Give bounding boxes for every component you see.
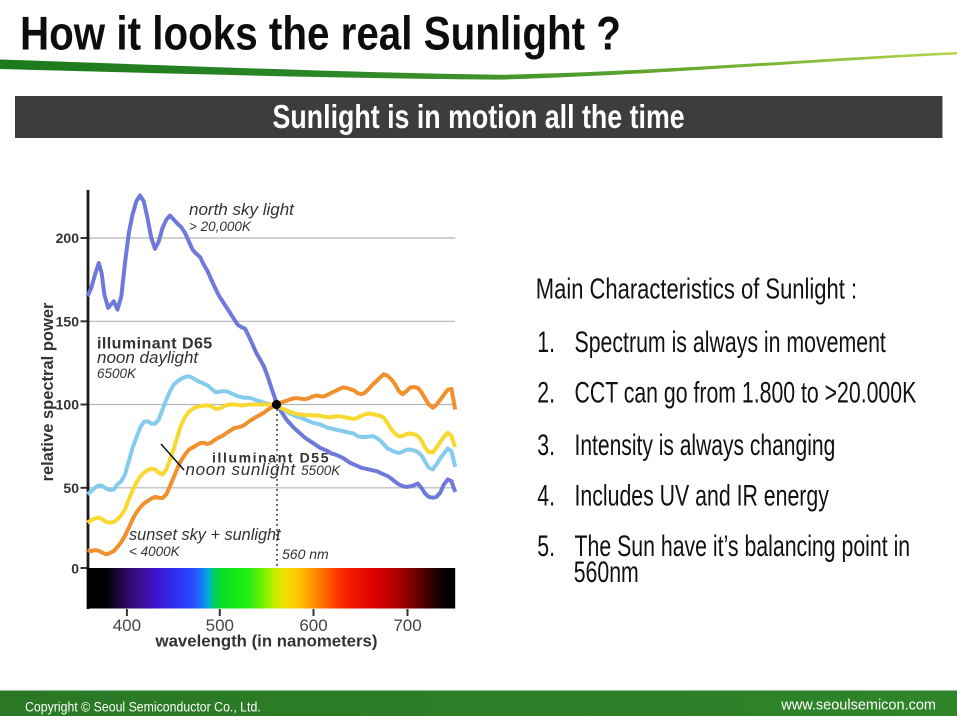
svg-text:Main Characteristics of Sunlig: Main Characteristics of Sunlight :	[536, 274, 857, 305]
svg-text:wavelength (in nanometers): wavelength (in nanometers)	[155, 632, 378, 651]
svg-text:Spectrum is always in movement: Spectrum is always in movement	[575, 327, 886, 359]
svg-text:CCT can go from 1.800 to >20.0: CCT can go from 1.800 to >20.000K	[575, 377, 917, 409]
svg-text:6500K: 6500K	[97, 366, 137, 381]
svg-text:Includes UV and IR energy: Includes UV and IR energy	[575, 480, 830, 512]
svg-text:100: 100	[56, 397, 80, 413]
svg-text:400: 400	[113, 616, 141, 635]
svg-text:600: 600	[299, 616, 327, 635]
svg-text:How it looks the real Sunlight: How it looks the real Sunlight ?	[20, 8, 621, 61]
svg-text:The Sun have it’s balancing po: The Sun have it’s balancing point in	[575, 531, 911, 563]
svg-text:www.seoulsemicon.com: www.seoulsemicon.com	[780, 698, 936, 714]
svg-text:noon sunlight 5500K: noon sunlight 5500K	[186, 460, 342, 479]
svg-text:2.: 2.	[537, 377, 555, 409]
svg-text:560 nm: 560 nm	[282, 546, 329, 562]
svg-text:Copyright © Seoul Semiconducto: Copyright © Seoul Semiconductor Co., Ltd…	[25, 699, 261, 715]
svg-text:sunset sky + sunlight: sunset sky + sunlight	[129, 526, 282, 544]
svg-text:< 4000K: < 4000K	[129, 544, 181, 559]
svg-text:1.: 1.	[537, 327, 555, 359]
svg-text:150: 150	[56, 313, 80, 329]
svg-text:50: 50	[63, 480, 79, 496]
svg-text:relative spectral power: relative spectral power	[39, 302, 57, 481]
svg-text:5.: 5.	[537, 531, 555, 563]
svg-text:700: 700	[393, 616, 421, 635]
svg-text:Sunlight is in motion all the: Sunlight is in motion all the time	[273, 99, 685, 135]
svg-text:560nm: 560nm	[574, 557, 639, 589]
svg-text:500: 500	[206, 616, 234, 635]
svg-text:Intensity is always changing: Intensity is always changing	[575, 430, 836, 462]
svg-text:illuminant D65: illuminant D65	[97, 336, 213, 353]
svg-text:4.: 4.	[537, 480, 555, 512]
svg-text:0: 0	[71, 561, 79, 577]
svg-text:illuminant D55: illuminant D55	[212, 450, 330, 466]
svg-text:200: 200	[56, 230, 80, 246]
svg-text:noon daylight: noon daylight	[97, 348, 199, 367]
svg-text:north sky light: north sky light	[189, 200, 295, 219]
svg-text:3.: 3.	[537, 430, 555, 462]
svg-text:> 20,000K: > 20,000K	[189, 219, 252, 234]
